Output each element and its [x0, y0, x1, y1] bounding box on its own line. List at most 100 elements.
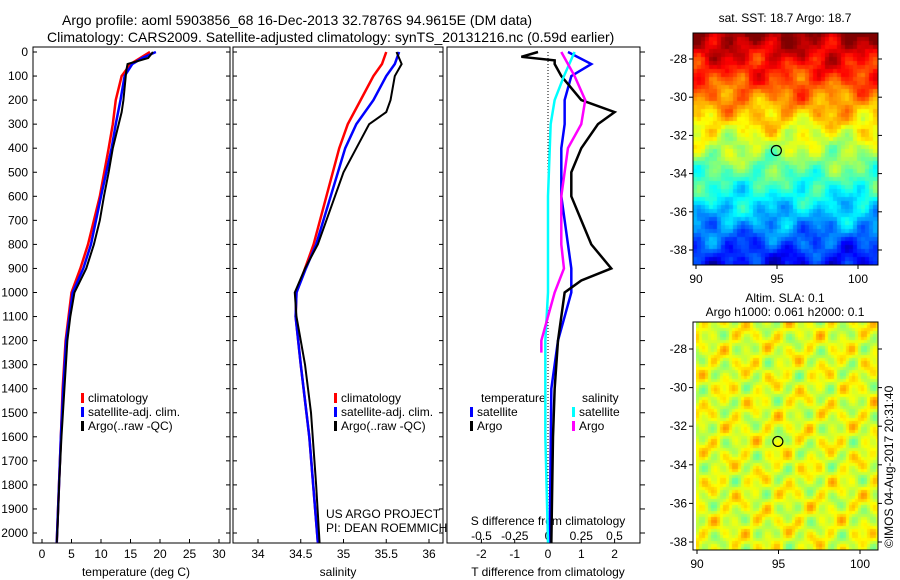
legend-label: Argo: [477, 419, 503, 433]
x-tick-label: 20: [153, 547, 167, 561]
lon-tick-label: 100: [850, 557, 870, 571]
x-tick-label: -2: [476, 547, 487, 561]
diff-line-t-satellite: [550, 52, 592, 543]
map-frame: [693, 322, 878, 550]
legend-swatch: [572, 421, 575, 431]
temp-xlabel: temperature (deg C): [82, 565, 190, 579]
depth-tick-label: 1400: [1, 382, 28, 396]
depth-tick-label: 100: [8, 69, 28, 83]
depth-tick-label: 600: [8, 189, 28, 203]
project-label: US ARGO PROJECT: [326, 507, 441, 521]
x-tick-label: 34: [251, 547, 265, 561]
depth-tick-label: 900: [8, 261, 28, 275]
legend-swatch: [334, 421, 337, 431]
legend-swatch: [81, 407, 84, 417]
profile-line-satellite-adj-clim-: [57, 52, 156, 543]
legend-label: satellite-adj. clim.: [341, 405, 433, 419]
pi-label: PI: DEAN ROEMMICH: [326, 521, 447, 535]
panel-frame-2: [447, 47, 640, 543]
legend-swatch: [470, 421, 473, 431]
sdiff-tick-label: -0.25: [501, 529, 529, 543]
depth-tick-label: 1300: [1, 358, 28, 372]
sla-map-title: Altim. SLA: 0.1: [745, 291, 825, 305]
x-tick-label: 10: [94, 547, 108, 561]
lat-tick-label: -28: [670, 342, 688, 356]
lat-tick-label: -34: [670, 458, 688, 472]
x-tick-label: 34.5: [289, 547, 313, 561]
diff-line-t-argo: [521, 52, 614, 543]
profile-line-climatology: [57, 52, 150, 543]
lon-tick-label: 95: [772, 557, 786, 571]
lon-tick-label: 100: [848, 272, 868, 286]
lat-tick-label: -30: [670, 90, 688, 104]
x-tick-label: 1: [578, 547, 585, 561]
sdiff-tick-label: -0.5: [471, 529, 492, 543]
profile-line-climatology: [296, 52, 387, 543]
legend-label: climatology: [88, 391, 148, 405]
x-tick-label: 35: [337, 547, 351, 561]
depth-tick-label: 0: [21, 45, 28, 59]
lat-tick-label: -34: [670, 167, 688, 181]
sdiff-tick-label: 0.5: [606, 529, 623, 543]
legend-label: Argo(..raw -QC): [88, 419, 173, 433]
plots: sat. SST: 18.7 Argo: 18.7 Altim. SLA: 0.…: [0, 0, 900, 580]
sdiff-tick-label: 0.25: [570, 529, 594, 543]
x-tick-label: 15: [124, 547, 138, 561]
x-tick-label: 35.5: [375, 547, 399, 561]
argo-profile-figure: Argo profile: aoml 5903856_68 16-Dec-201…: [0, 0, 900, 580]
argo-location-marker: [771, 145, 781, 155]
depth-tick-label: 2000: [1, 526, 28, 540]
legend-label: climatology: [341, 391, 401, 405]
map-frame: [693, 33, 878, 265]
depth-tick-label: 400: [8, 141, 28, 155]
argo-location-marker: [773, 436, 783, 446]
depth-tick-label: 200: [8, 93, 28, 107]
legend-label: Argo(..raw -QC): [341, 419, 426, 433]
x-tick-label: 2: [611, 547, 618, 561]
legend-temperature: temperature: [481, 391, 546, 405]
x-tick-label: -1: [509, 547, 520, 561]
depth-tick-label: 1100: [2, 310, 28, 324]
legend-swatch: [81, 421, 84, 431]
lat-tick-label: -36: [670, 496, 688, 510]
depth-tick-label: 1700: [1, 454, 28, 468]
lon-tick-label: 90: [689, 272, 703, 286]
credit-text: ©IMOS 04-Aug-2017 20:31:40: [882, 385, 896, 548]
lon-tick-label: 95: [770, 272, 784, 286]
sla-map-subtitle: Argo h1000: 0.061 h2000: 0.1: [706, 305, 865, 319]
depth-tick-label: 1000: [1, 286, 28, 300]
depth-tick-label: 1800: [1, 478, 28, 492]
depth-tick-label: 1600: [1, 430, 28, 444]
lat-tick-label: -32: [670, 419, 688, 433]
tdiff-xlabel: T difference from climatology: [471, 565, 625, 579]
x-tick-label: 5: [68, 547, 75, 561]
lat-tick-label: -28: [670, 52, 688, 66]
x-tick-label: 30: [212, 547, 226, 561]
sst-map-title: sat. SST: 18.7 Argo: 18.7: [719, 11, 852, 25]
legend-swatch: [470, 407, 473, 417]
legend-label: satellite-adj. clim.: [88, 405, 180, 419]
panel-frame-1: [233, 47, 443, 543]
depth-tick-label: 1900: [1, 502, 28, 516]
legend-swatch: [81, 393, 84, 403]
depth-tick-label: 800: [8, 237, 28, 251]
lat-tick-label: -36: [670, 205, 688, 219]
depth-tick-label: 300: [8, 117, 28, 131]
legend-swatch: [334, 393, 337, 403]
x-tick-label: 0: [545, 547, 552, 561]
sal-xlabel: salinity: [320, 565, 357, 579]
legend-swatch: [572, 407, 575, 417]
depth-tick-label: 1200: [1, 334, 28, 348]
lat-tick-label: -32: [670, 128, 688, 142]
lat-tick-label: -38: [670, 243, 688, 257]
x-tick-label: 36: [422, 547, 436, 561]
lon-tick-label: 90: [690, 557, 704, 571]
panel-frame-0: [33, 47, 230, 543]
x-tick-label: 25: [183, 547, 197, 561]
legend-label: satellite: [579, 405, 620, 419]
x-tick-label: 0: [39, 547, 46, 561]
depth-tick-label: 1500: [1, 406, 28, 420]
legend-salinity: salinity: [582, 391, 619, 405]
legend-label: satellite: [477, 405, 518, 419]
depth-tick-label: 700: [8, 213, 28, 227]
